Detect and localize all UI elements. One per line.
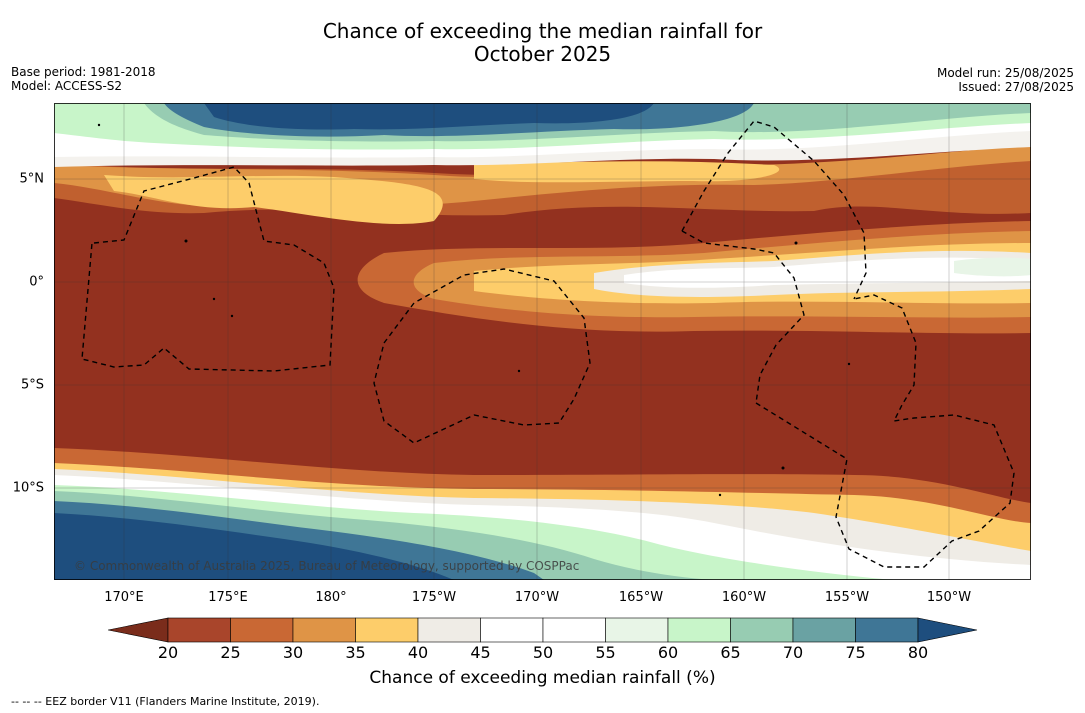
colorbar-tick-label: 75: [845, 643, 866, 662]
colorbar-tick-label: 25: [220, 643, 241, 662]
meta-right: Model run: 25/08/2025 Issued: 27/08/2025: [937, 66, 1074, 94]
colorbar-extend-low: [108, 617, 169, 643]
colorbar-tick-label: 50: [532, 643, 554, 662]
base-period: Base period: 1981-2018: [11, 65, 156, 79]
band-south-darkblue: [54, 513, 454, 580]
islands: [97, 123, 851, 497]
colorbar-extend-high: [917, 617, 978, 643]
colorbar-segment: [667, 617, 731, 643]
x-tick-label: 175°W: [411, 590, 457, 605]
eez-legend-footer: -- -- -- EEZ border V11 (Flanders Marine…: [11, 695, 320, 708]
x-tick-label: 160°W: [721, 590, 767, 605]
colorbar-tick-label: 35: [345, 643, 366, 662]
colorbar-segment: [167, 617, 231, 643]
colorbar-segment: [480, 617, 544, 643]
colorbar-tick-label: 20: [157, 643, 179, 662]
x-tick-label: 170°E: [104, 590, 144, 605]
band-eq-green: [954, 257, 1031, 277]
y-tick-label: 0°: [29, 274, 44, 290]
eez-cook: [755, 294, 1015, 568]
colorbar-tick-label: 55: [595, 643, 616, 662]
model-name: Model: ACCESS-S2: [11, 79, 123, 93]
colorbar-segment: [792, 617, 856, 643]
rainfall-map: [54, 103, 1031, 580]
band-north-darkblue: [204, 103, 654, 130]
model-run: Model run: 25/08/2025: [936, 66, 1074, 80]
map-title-line2: October 2025: [473, 42, 612, 66]
x-tick-label: 175°E: [208, 590, 248, 605]
gridlines: [54, 103, 1031, 580]
x-tick-label: 155°W: [824, 590, 870, 605]
issued-date: Issued: 27/08/2025: [958, 80, 1074, 94]
colorbar-tick-label: 70: [782, 643, 804, 662]
colorbar-segment: [855, 617, 919, 643]
colorbar-segment: [605, 617, 669, 643]
x-tick-label: 150°W: [926, 590, 972, 605]
copyright-notice: © Commonwealth of Australia 2025, Bureau…: [74, 559, 580, 573]
colorbar-tick-label: 45: [470, 643, 491, 662]
colorbar-segment: [230, 617, 294, 643]
eez-phoenix: [373, 268, 591, 444]
colorbar-segment: [292, 617, 356, 643]
band-north-yellow: [104, 175, 443, 224]
eez-borders: [81, 120, 1015, 568]
colorbar-segment: [355, 617, 419, 643]
map-frame: [54, 103, 1031, 580]
band-north-yellow-2: [474, 161, 780, 183]
eez-tuvalu-kiribati-west: [81, 166, 335, 372]
y-tick-label: 5°S: [20, 377, 44, 393]
colorbar-tick-label: 65: [720, 643, 741, 662]
y-tick-label: 10°S: [12, 480, 44, 496]
colorbar-segment: [417, 617, 481, 643]
map-title-line1: Chance of exceeding the median rainfall …: [322, 19, 763, 43]
colorbar-tick-label: 30: [282, 643, 304, 662]
colorbar-segment: [542, 617, 606, 643]
x-tick-label: 165°W: [618, 590, 664, 605]
colorbar-tick-label: 40: [407, 643, 429, 662]
colorbar: [108, 617, 978, 643]
x-tick-label: 170°W: [514, 590, 560, 605]
eez-line-mid: [681, 230, 805, 404]
x-tick-label: 180°: [315, 590, 347, 605]
meta-left: Base period: 1981-2018 Model: ACCESS-S2: [11, 65, 156, 93]
colorbar-tick-label: 60: [657, 643, 679, 662]
colorbar-segment: [730, 617, 794, 643]
colorbar-tick-label: 80: [907, 643, 929, 662]
colorbar-label: Chance of exceeding median rainfall (%): [369, 668, 716, 688]
y-tick-label: 5°N: [19, 171, 45, 187]
band-eq-white: [624, 257, 1031, 288]
map-title: Chance of exceeding the median rainfall …: [0, 20, 1085, 66]
